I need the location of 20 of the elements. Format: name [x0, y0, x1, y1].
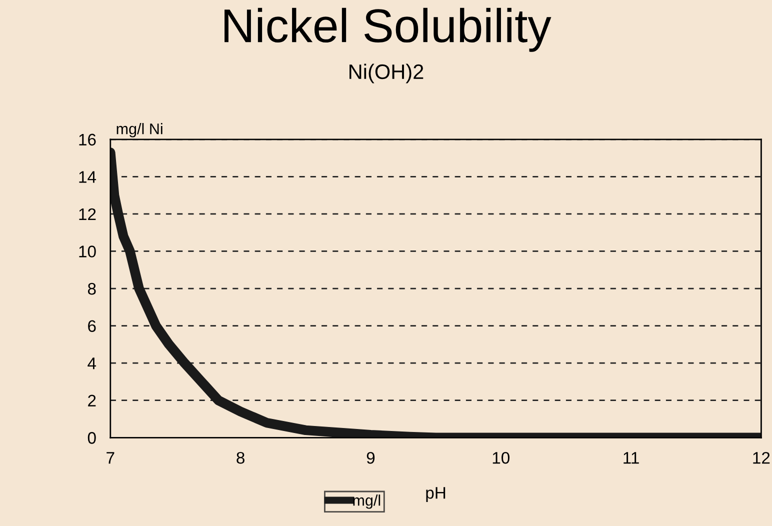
x-tick-label: 7 [106, 452, 114, 464]
x-axis-title: pH [426, 487, 446, 502]
y-axis-title: mg/l Ni [116, 123, 162, 138]
y-tick-label: 6 [88, 320, 96, 332]
x-tick-label: 11 [624, 452, 639, 464]
legend-label: mg/l [353, 494, 380, 509]
y-tick-label: 8 [88, 282, 96, 295]
y-tick-label: 12 [79, 208, 96, 220]
y-tick-label: 16 [79, 134, 96, 146]
x-tick-label: 8 [236, 452, 244, 464]
chart-title: Nickel Solubility [224, 8, 552, 52]
y-tick-label: 0 [88, 432, 96, 444]
x-tick-label: 10 [492, 452, 510, 464]
chart-subtitle: Ni(OH)2 [350, 64, 424, 84]
y-tick-label: 14 [79, 171, 96, 183]
y-tick-label: 4 [88, 358, 96, 370]
y-tick-label: 10 [79, 246, 96, 258]
x-tick-label: 9 [366, 452, 375, 464]
x-tick-label: 12 [753, 452, 770, 464]
y-tick-label: 2 [88, 394, 96, 406]
